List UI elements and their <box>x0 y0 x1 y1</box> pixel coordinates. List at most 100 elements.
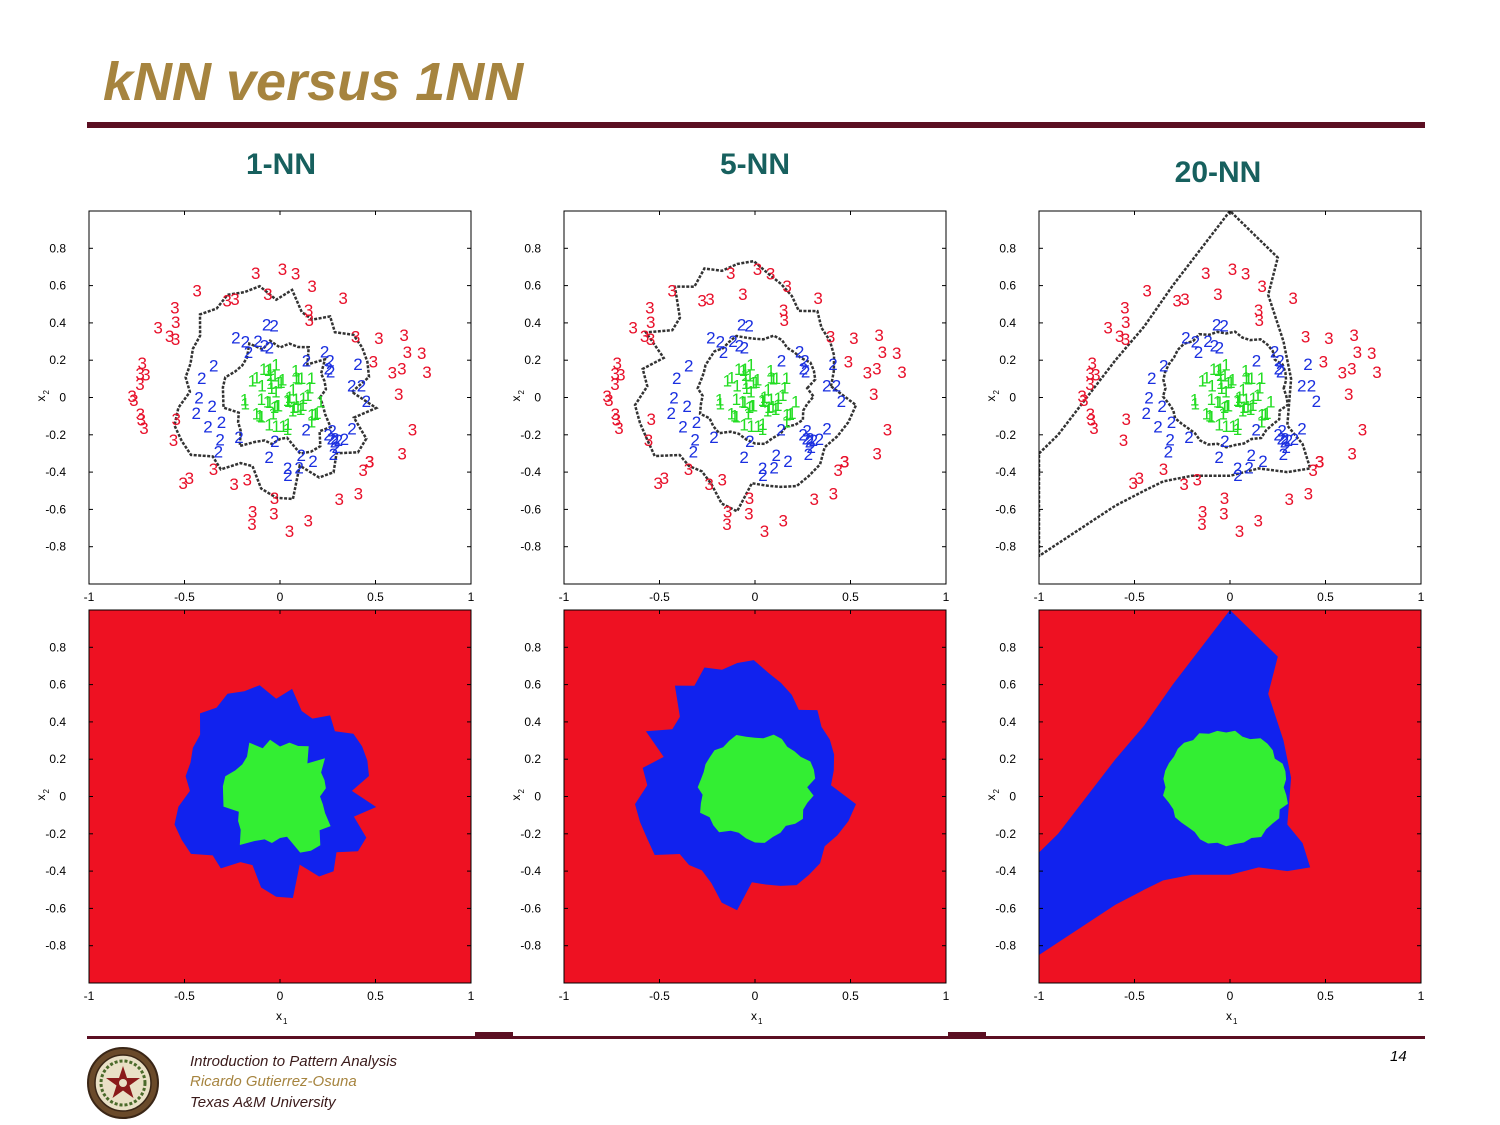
point-class-3: 3 <box>248 503 257 522</box>
point-class-1: 1 <box>766 390 775 409</box>
point-class-1: 1 <box>1241 361 1250 380</box>
point-class-2: 2 <box>1280 430 1289 449</box>
point-class-1: 1 <box>274 396 283 415</box>
point-class-3: 3 <box>1086 405 1095 424</box>
region-map-20nn: -1 -0.5 0 0.5 1 0.8 0.6 0.4 0.2 0 -0.2 -0.4 -0.6 -0.8… <box>984 609 1425 1026</box>
point-class-2: 2 <box>264 448 273 467</box>
x-tick-label: -0.5 <box>649 590 670 604</box>
point-class-2: 2 <box>207 397 216 416</box>
point-class-2: 2 <box>799 360 808 379</box>
point-class-3: 3 <box>365 453 374 472</box>
point-class-1: 1 <box>297 369 306 388</box>
point-class-3: 3 <box>628 318 637 337</box>
y-tick-label: 0.4 <box>49 316 66 330</box>
point-class-1: 1 <box>758 415 767 434</box>
point-class-1: 1 <box>241 395 250 414</box>
point-class-2: 2 <box>744 316 753 335</box>
point-class-3: 3 <box>269 504 278 523</box>
point-class-1: 1 <box>746 383 755 402</box>
point-class-3: 3 <box>726 264 735 283</box>
point-class-3: 3 <box>766 264 775 283</box>
point-class-2: 2 <box>1203 332 1212 351</box>
point-class-3: 3 <box>135 364 144 383</box>
point-class-1: 1 <box>271 355 280 374</box>
point-class-2: 2 <box>1307 377 1316 396</box>
x-axis-label: x <box>751 1009 757 1023</box>
point-class-1: 1 <box>763 401 772 420</box>
point-class-1: 1 <box>299 389 308 408</box>
point-class-1: 1 <box>746 355 755 374</box>
y-axis-label-sub: 2 <box>992 390 1001 395</box>
point-class-2: 2 <box>283 459 292 478</box>
x-tick-label: 0.5 <box>842 590 859 604</box>
point-class-1: 1 <box>252 368 261 387</box>
point-class-2: 2 <box>737 316 746 335</box>
x-axis-label-sub: 1 <box>283 1017 288 1026</box>
boundary-inner <box>696 334 817 446</box>
point-class-2: 2 <box>1144 389 1153 408</box>
point-class-3: 3 <box>833 461 842 480</box>
point-class-3: 3 <box>610 375 619 394</box>
point-class-2: 2 <box>1297 419 1306 438</box>
y-tick-label: 0.2 <box>49 353 66 367</box>
point-class-1: 1 <box>1257 413 1266 432</box>
point-class-3: 3 <box>1344 385 1353 404</box>
point-class-1: 1 <box>271 383 280 402</box>
point-class-2: 2 <box>1279 445 1288 464</box>
point-class-3: 3 <box>1353 343 1362 362</box>
point-class-3: 3 <box>365 452 374 471</box>
point-class-3: 3 <box>809 490 818 509</box>
x-tick-label: 0.5 <box>842 989 859 1003</box>
point-class-3: 3 <box>263 285 272 304</box>
y-tick-label: 0.4 <box>999 715 1016 729</box>
point-class-2: 2 <box>822 376 831 395</box>
point-class-3: 3 <box>165 327 174 346</box>
point-class-3: 3 <box>612 411 621 430</box>
y-tick-label: -0.8 <box>995 540 1016 554</box>
point-class-3: 3 <box>1085 375 1094 394</box>
point-class-3: 3 <box>1089 419 1098 438</box>
point-class-3: 3 <box>782 277 791 296</box>
region-class-1 <box>222 739 331 853</box>
point-class-2: 2 <box>234 428 243 447</box>
point-class-3: 3 <box>1241 264 1250 283</box>
point-class-3: 3 <box>1347 359 1356 378</box>
point-class-3: 3 <box>1367 344 1376 363</box>
point-class-1: 1 <box>1224 396 1233 415</box>
point-class-1: 1 <box>1222 417 1231 436</box>
x-tick-label: -1 <box>559 590 570 604</box>
x-tick-label: 0 <box>1227 989 1234 1003</box>
point-class-3: 3 <box>1319 352 1328 371</box>
point-class-1: 1 <box>1191 395 1200 414</box>
point-class-1: 1 <box>1238 380 1247 399</box>
y-tick-label: -0.6 <box>520 901 541 915</box>
x-tick-label: 0.5 <box>367 989 384 1003</box>
point-class-2: 2 <box>678 417 687 436</box>
point-class-2: 2 <box>740 338 749 357</box>
point-class-2: 2 <box>1210 337 1219 356</box>
point-class-3: 3 <box>1179 475 1188 494</box>
point-class-1: 1 <box>772 369 781 388</box>
point-class-3: 3 <box>242 470 251 489</box>
bottom-rule <box>87 1036 1425 1039</box>
point-class-1: 1 <box>1238 401 1247 420</box>
university-seal-icon <box>87 1047 159 1119</box>
y-tick-label: 0.4 <box>999 316 1016 330</box>
point-class-1: 1 <box>1262 404 1271 423</box>
point-class-1: 1 <box>1247 369 1256 388</box>
x-axis-label-sub: 1 <box>1233 1017 1238 1026</box>
point-class-3: 3 <box>1358 420 1367 439</box>
point-class-2: 2 <box>783 452 792 471</box>
footer-university: Texas A&M University <box>190 1094 336 1111</box>
point-class-1: 1 <box>763 380 772 399</box>
point-class-1: 1 <box>782 405 791 424</box>
point-class-2: 2 <box>241 333 250 352</box>
point-class-1: 1 <box>785 405 794 424</box>
point-class-2: 2 <box>215 431 224 450</box>
page-number: 14 <box>1390 1048 1407 1065</box>
point-class-1: 1 <box>774 389 783 408</box>
point-class-2: 2 <box>194 389 203 408</box>
point-class-2: 2 <box>197 369 206 388</box>
point-class-1: 1 <box>257 408 266 427</box>
